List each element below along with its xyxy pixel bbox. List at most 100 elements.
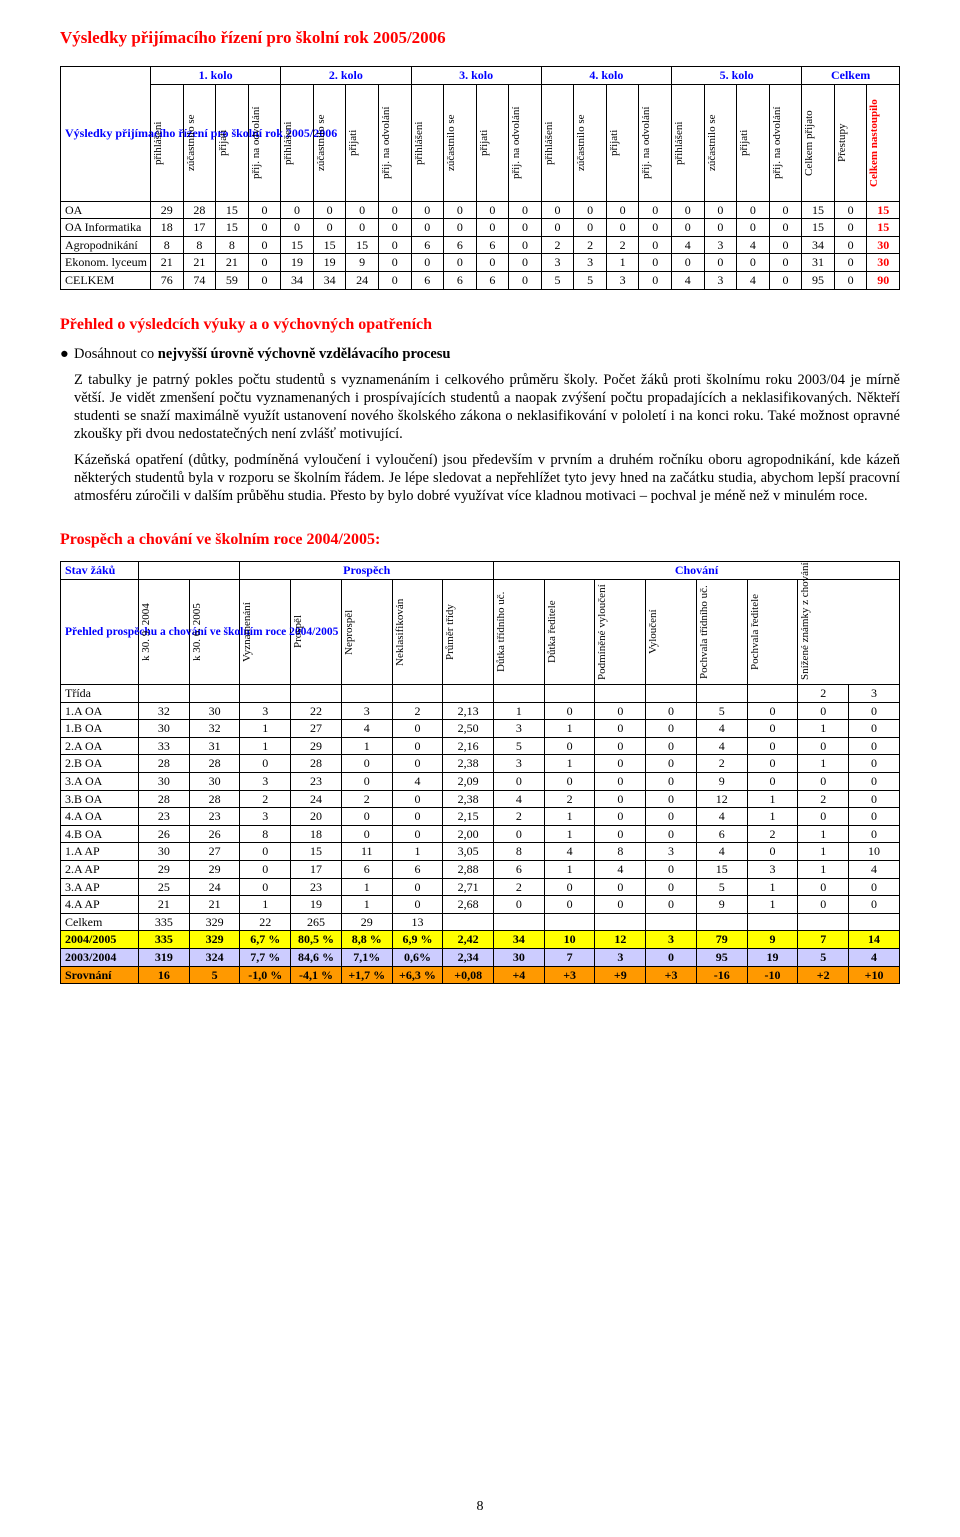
table-row-label: CELKEM (61, 271, 151, 289)
table-cell: 3 (240, 702, 291, 720)
table-cell: 0 (544, 773, 595, 791)
table-cell: 0 (639, 219, 672, 237)
table-cell: 335 (139, 931, 190, 949)
behave-col: Důtka ředitele (547, 582, 559, 682)
table-cell: 5 (574, 271, 607, 289)
table-cell: 0 (595, 720, 646, 738)
table-cell: 21 (139, 896, 190, 914)
grp-chovani: Chování (494, 562, 900, 580)
table-cell: 0,6% (392, 948, 443, 966)
table-cell: 2 (494, 808, 545, 826)
table-cell: 3 (494, 720, 545, 738)
table-row-label: Agropodnikání (61, 236, 151, 254)
table-cell: 0 (346, 219, 379, 237)
table-cell: 0 (769, 201, 802, 219)
behave-col: Vyloučení (648, 582, 660, 682)
table-cell: 0 (494, 825, 545, 843)
table-cell: 30 (867, 236, 900, 254)
table-cell: 6 (696, 825, 747, 843)
adm-sumcol: Celkem nastoupilo (869, 87, 881, 199)
table-cell: 2 (798, 685, 849, 703)
table-cell: 4 (595, 860, 646, 878)
table-cell: 0 (834, 219, 867, 237)
adm-col: zúčastnilo se (707, 87, 719, 199)
table-row-label: 2.A AP (61, 860, 139, 878)
table-cell: 0 (595, 808, 646, 826)
table-cell: 1 (392, 843, 443, 861)
table-cell: 2 (798, 790, 849, 808)
table-cell: 4 (696, 843, 747, 861)
table-cell: 0 (595, 896, 646, 914)
table-cell: 3 (541, 254, 574, 272)
table-cell: 4 (392, 773, 443, 791)
table-cell (139, 685, 190, 703)
table-cell: 0 (444, 254, 477, 272)
table-cell: 12 (696, 790, 747, 808)
table-cell: 2 (747, 825, 798, 843)
table-cell: +9 (595, 966, 646, 984)
table-cell: 16 (139, 966, 190, 984)
table-cell: 4 (737, 236, 770, 254)
table-cell: 30 (494, 948, 545, 966)
bullet-line: ●Dosáhnout co nejvyšší úrovně výchovně v… (60, 346, 900, 363)
table-cell: 30 (867, 254, 900, 272)
table-cell: 2,16 (443, 737, 494, 755)
table-cell: 7,7 % (240, 948, 291, 966)
table-row-label: 1.A AP (61, 843, 139, 861)
table-cell: 1 (544, 825, 595, 843)
table-cell: 0 (639, 271, 672, 289)
table-cell: +10 (849, 966, 900, 984)
table-cell: 1 (544, 755, 595, 773)
table-cell (849, 913, 900, 931)
table-cell: 0 (248, 254, 281, 272)
table-cell: 27 (189, 843, 240, 861)
table-row-label: Ekonom. lyceum (61, 254, 151, 272)
table-row-label: 1.A OA (61, 702, 139, 720)
table-cell: 0 (494, 896, 545, 914)
table-cell: 22 (291, 702, 342, 720)
table-cell: 0 (341, 808, 392, 826)
table-cell: 0 (509, 201, 542, 219)
table-cell: 2 (392, 702, 443, 720)
table-cell: 0 (248, 271, 281, 289)
table-cell: 3 (646, 843, 697, 861)
table-row-label: OA (61, 201, 151, 219)
admission-rowheader: Výsledky přijímacího řízení pro školní r… (61, 67, 151, 202)
table-cell: 0 (606, 219, 639, 237)
table-cell: 0 (240, 860, 291, 878)
table-cell: 0 (544, 896, 595, 914)
table-cell: 9 (696, 773, 747, 791)
table-cell: 4 (494, 790, 545, 808)
table-cell: 3 (240, 773, 291, 791)
table-cell: 31 (802, 254, 835, 272)
table-cell: 0 (392, 755, 443, 773)
table-cell: 1 (747, 808, 798, 826)
table-cell: 15 (696, 860, 747, 878)
table-cell: 3 (704, 236, 737, 254)
table-cell: 1 (606, 254, 639, 272)
table-cell: 4 (672, 236, 705, 254)
table-cell: 0 (747, 702, 798, 720)
table-cell: 79 (696, 931, 747, 949)
table-cell: 0 (849, 790, 900, 808)
table-row-label: 2003/2004 (61, 948, 139, 966)
table-row-label: 4.A AP (61, 896, 139, 914)
table-cell: 0 (494, 773, 545, 791)
table-cell: 0 (574, 201, 607, 219)
table-cell (443, 685, 494, 703)
grp-prospech: Prospěch (240, 562, 494, 580)
table-cell: 30 (189, 702, 240, 720)
table-cell: 0 (798, 808, 849, 826)
table-cell: 3 (606, 271, 639, 289)
table-cell: 0 (646, 702, 697, 720)
table-cell: 0 (509, 219, 542, 237)
table-cell: 0 (595, 702, 646, 720)
table-cell: +3 (544, 966, 595, 984)
table-cell: 0 (737, 254, 770, 272)
table-cell: 9 (346, 254, 379, 272)
behave-rowheader: Přehled prospěchu a chování ve školním r… (61, 580, 139, 685)
adm-col: přijati (739, 87, 751, 199)
round6: Celkem (802, 67, 900, 85)
table-cell: 0 (392, 790, 443, 808)
table-cell: 15 (216, 201, 249, 219)
